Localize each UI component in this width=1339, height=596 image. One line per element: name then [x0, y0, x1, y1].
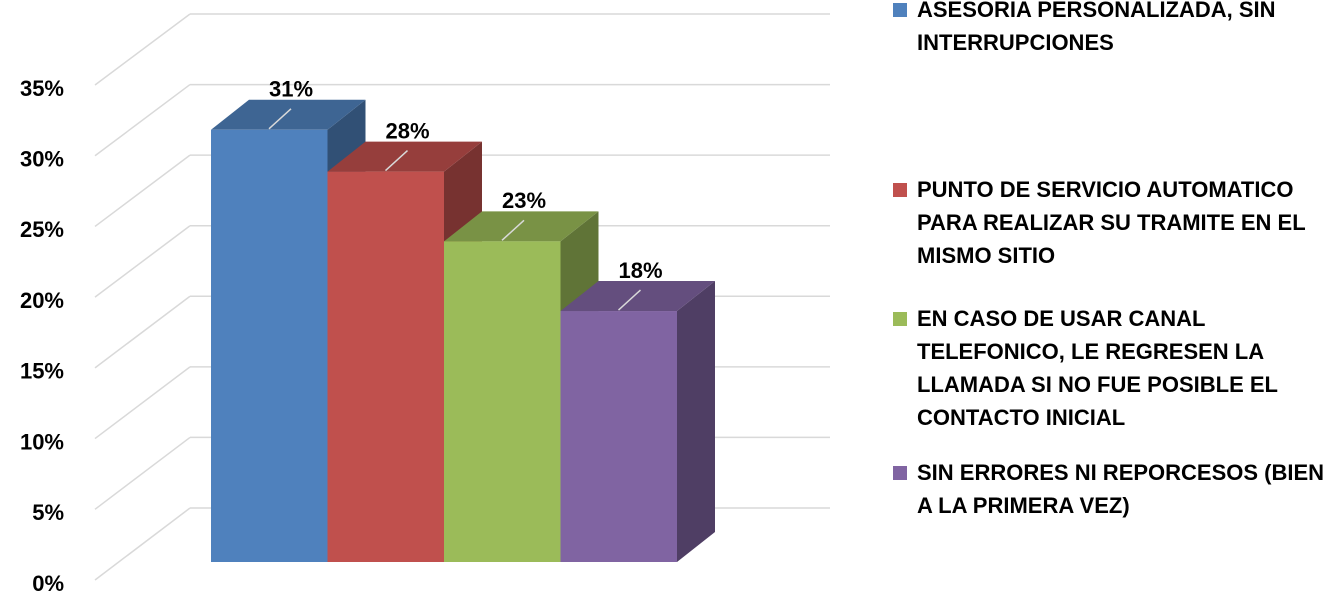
legend-item: SIN ERRORES NI REPORCESOS (BIEN A LA PRI…	[893, 456, 1333, 522]
y-tick-label: 30%	[20, 147, 64, 172]
grid-line-side	[94, 154, 191, 228]
y-tick-label: 15%	[20, 359, 64, 384]
grid-line-side	[94, 295, 191, 369]
grid-line-side	[94, 507, 191, 581]
bar	[560, 311, 677, 562]
bar-top	[444, 211, 599, 242]
data-label: 23%	[502, 188, 546, 213]
grid-line-side	[94, 13, 191, 86]
data-label: 18%	[618, 258, 662, 283]
bar	[327, 171, 444, 562]
leader-line	[384, 150, 409, 172]
bar-top	[560, 281, 715, 312]
legend-label: EN CASO DE USAR CANAL TELEFONICO, LE REG…	[917, 306, 1278, 430]
bar-top	[327, 141, 482, 172]
legend-swatch	[893, 312, 907, 326]
leader-line	[268, 108, 292, 130]
data-label: 31%	[269, 77, 313, 102]
y-tick-label: 25%	[20, 217, 64, 242]
grid-line-side	[94, 436, 191, 510]
y-tick-label: 5%	[32, 500, 64, 525]
legend-swatch	[893, 466, 907, 480]
grid-line-side	[94, 366, 191, 440]
bar-side	[677, 281, 715, 562]
data-label: 28%	[385, 118, 429, 143]
plot: 0% 5% 10% 15% 20% 25% 30% 35% 31% 28% 23% 18%	[20, 13, 830, 596]
bar	[211, 129, 328, 562]
legend-swatch	[893, 3, 907, 17]
bar-top	[211, 99, 366, 130]
legend-label: PUNTO DE SERVICIO AUTOMATICO PARA REALIZ…	[917, 177, 1306, 268]
y-tick-label: 0%	[32, 571, 64, 596]
legend-item: PUNTO DE SERVICIO AUTOMATICO PARA REALIZ…	[893, 173, 1333, 272]
legend-swatch	[893, 183, 907, 197]
y-tick-label: 20%	[20, 288, 64, 313]
legend-item: EN CASO DE USAR CANAL TELEFONICO, LE REG…	[893, 302, 1333, 434]
leader-line	[617, 289, 642, 311]
legend-label: ASESORIA PERSONALIZADA, SIN INTERRUPCION…	[917, 0, 1276, 55]
legend-item: ASESORIA PERSONALIZADA, SIN INTERRUPCION…	[893, 0, 1333, 59]
grid-line-side	[94, 83, 191, 157]
y-tick-label: 35%	[20, 76, 64, 101]
grid-line-side	[94, 225, 191, 298]
bar	[444, 241, 561, 563]
legend-label: SIN ERRORES NI REPORCESOS (BIEN A LA PRI…	[917, 460, 1325, 518]
y-tick-label: 10%	[20, 429, 64, 454]
leader-line	[501, 219, 525, 241]
